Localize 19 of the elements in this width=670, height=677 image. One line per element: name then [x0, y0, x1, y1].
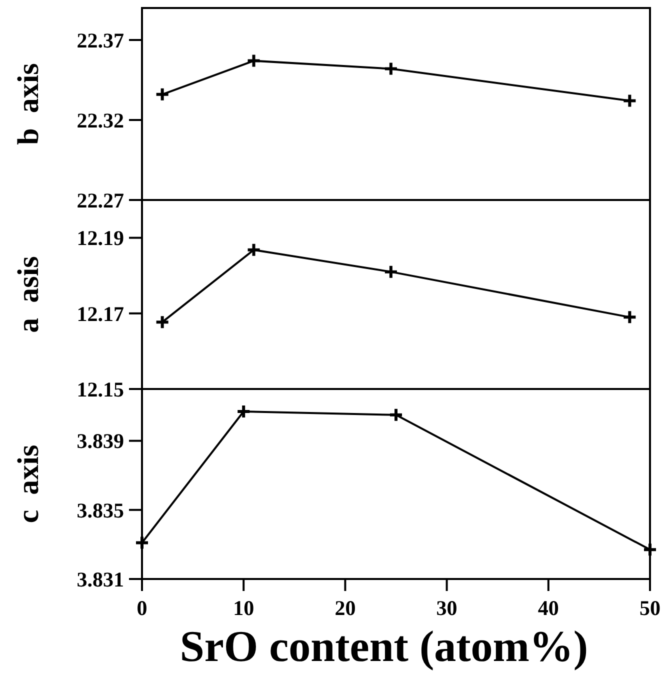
x-tick-label: 20: [334, 596, 356, 620]
x-tick-label: 50: [640, 596, 660, 620]
x-tick-label: 10: [233, 596, 254, 620]
y-tick-label: 3.835: [76, 498, 124, 522]
x-axis-title: SrO content (atom%): [180, 622, 588, 671]
y-axis-title: c axis: [12, 444, 45, 524]
x-tick-label: 0: [136, 596, 148, 620]
y-tick-label: 22.37: [76, 28, 124, 52]
y-tick-label: 3.839: [76, 429, 124, 454]
y-tick-label: 12.15: [76, 377, 124, 402]
x-tick-label: 30: [436, 596, 458, 620]
y-tick-label: 22.27: [76, 188, 124, 212]
y-tick-label: 12.19: [76, 226, 124, 250]
y-tick-label: 3.831: [76, 567, 124, 592]
y-tick-label: 12.17: [76, 302, 124, 326]
y-axis-title: a asis: [12, 256, 45, 333]
y-axis-title: b axis: [12, 63, 45, 145]
x-tick-label: 40: [538, 596, 559, 620]
y-tick-label: 22.32: [76, 108, 124, 132]
